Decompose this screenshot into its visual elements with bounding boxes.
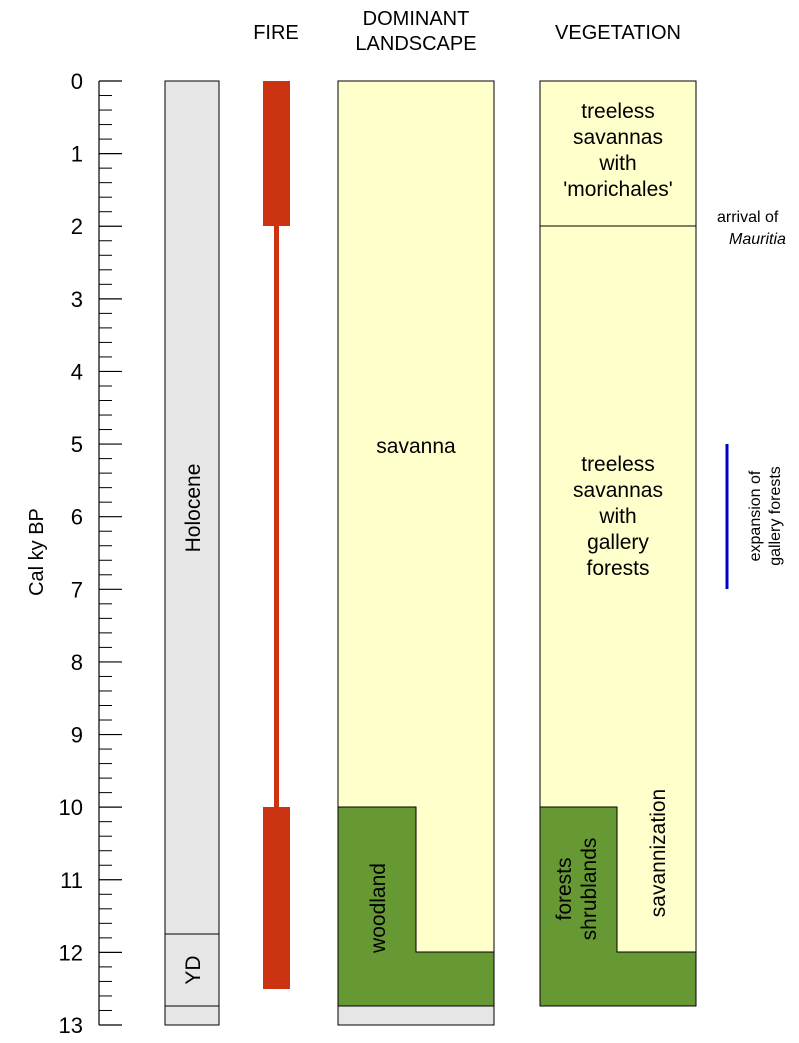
tick-label: 7 <box>71 577 83 602</box>
tick-label: 1 <box>71 142 83 167</box>
shrublands-label: shrublands <box>578 838 601 941</box>
gallery-text-5: forests <box>586 557 649 580</box>
fire-line-mid <box>274 226 279 807</box>
gallery-text-3: with <box>598 505 636 528</box>
forests-shrublands-area <box>539 806 697 1007</box>
tick-label: 2 <box>71 214 83 239</box>
epoch-box <box>164 80 220 1026</box>
tick-label: 8 <box>71 650 83 675</box>
header-fire: FIRE <box>253 22 299 44</box>
morichales-text-2: savannas <box>573 126 663 149</box>
tick-label: 6 <box>71 505 83 530</box>
woodland-label: woodland <box>367 863 390 954</box>
gallery-text-4: gallery <box>587 531 649 554</box>
fire-column <box>263 81 290 989</box>
tick-label: 13 <box>59 1013 83 1038</box>
gallery-text-2: savannas <box>573 479 663 502</box>
savannization-label: savannization <box>647 789 670 917</box>
yd-label: YD <box>182 955 205 984</box>
header-vegetation: VEGETATION <box>555 22 681 44</box>
header-landscape-line2: LANDSCAPE <box>355 33 476 55</box>
arrival-text-1: arrival of <box>717 209 779 226</box>
tick-label: 0 <box>71 69 83 94</box>
landscape-column: savanna woodland <box>337 80 495 1026</box>
tick-label: 12 <box>59 940 83 965</box>
tick-label: 10 <box>59 795 83 820</box>
morichales-text-1: treeless <box>581 100 655 123</box>
arrival-text-2: Mauritia <box>729 231 786 248</box>
annotations: arrival of Mauritia expansion of gallery… <box>717 209 786 589</box>
header-landscape-line1: DOMINANT <box>363 8 470 30</box>
expansion-text-2: gallery forests <box>767 466 784 566</box>
tick-label: 5 <box>71 432 83 457</box>
epoch-column: Holocene YD <box>164 80 220 1026</box>
vegetation-column: treeless savannas with 'morichales' tree… <box>539 80 697 1007</box>
tick-label: 11 <box>60 868 83 893</box>
holocene-label: Holocene <box>182 464 205 553</box>
axis-title: Cal ky BP <box>26 508 48 596</box>
morichales-text-3: with <box>598 152 636 175</box>
landscape-base <box>337 1005 495 1026</box>
morichales-text-4: 'morichales' <box>563 178 673 201</box>
tick-label: 4 <box>71 359 83 384</box>
tick-label: 3 <box>71 287 83 312</box>
tick-label: 9 <box>71 723 83 748</box>
forests-label: forests <box>553 857 576 920</box>
gallery-text-1: treeless <box>581 453 655 476</box>
fire-bar-recent <box>263 81 290 226</box>
savanna-label: savanna <box>376 435 456 458</box>
fire-bar-early <box>263 807 290 989</box>
expansion-text-1: expansion of <box>747 470 764 561</box>
